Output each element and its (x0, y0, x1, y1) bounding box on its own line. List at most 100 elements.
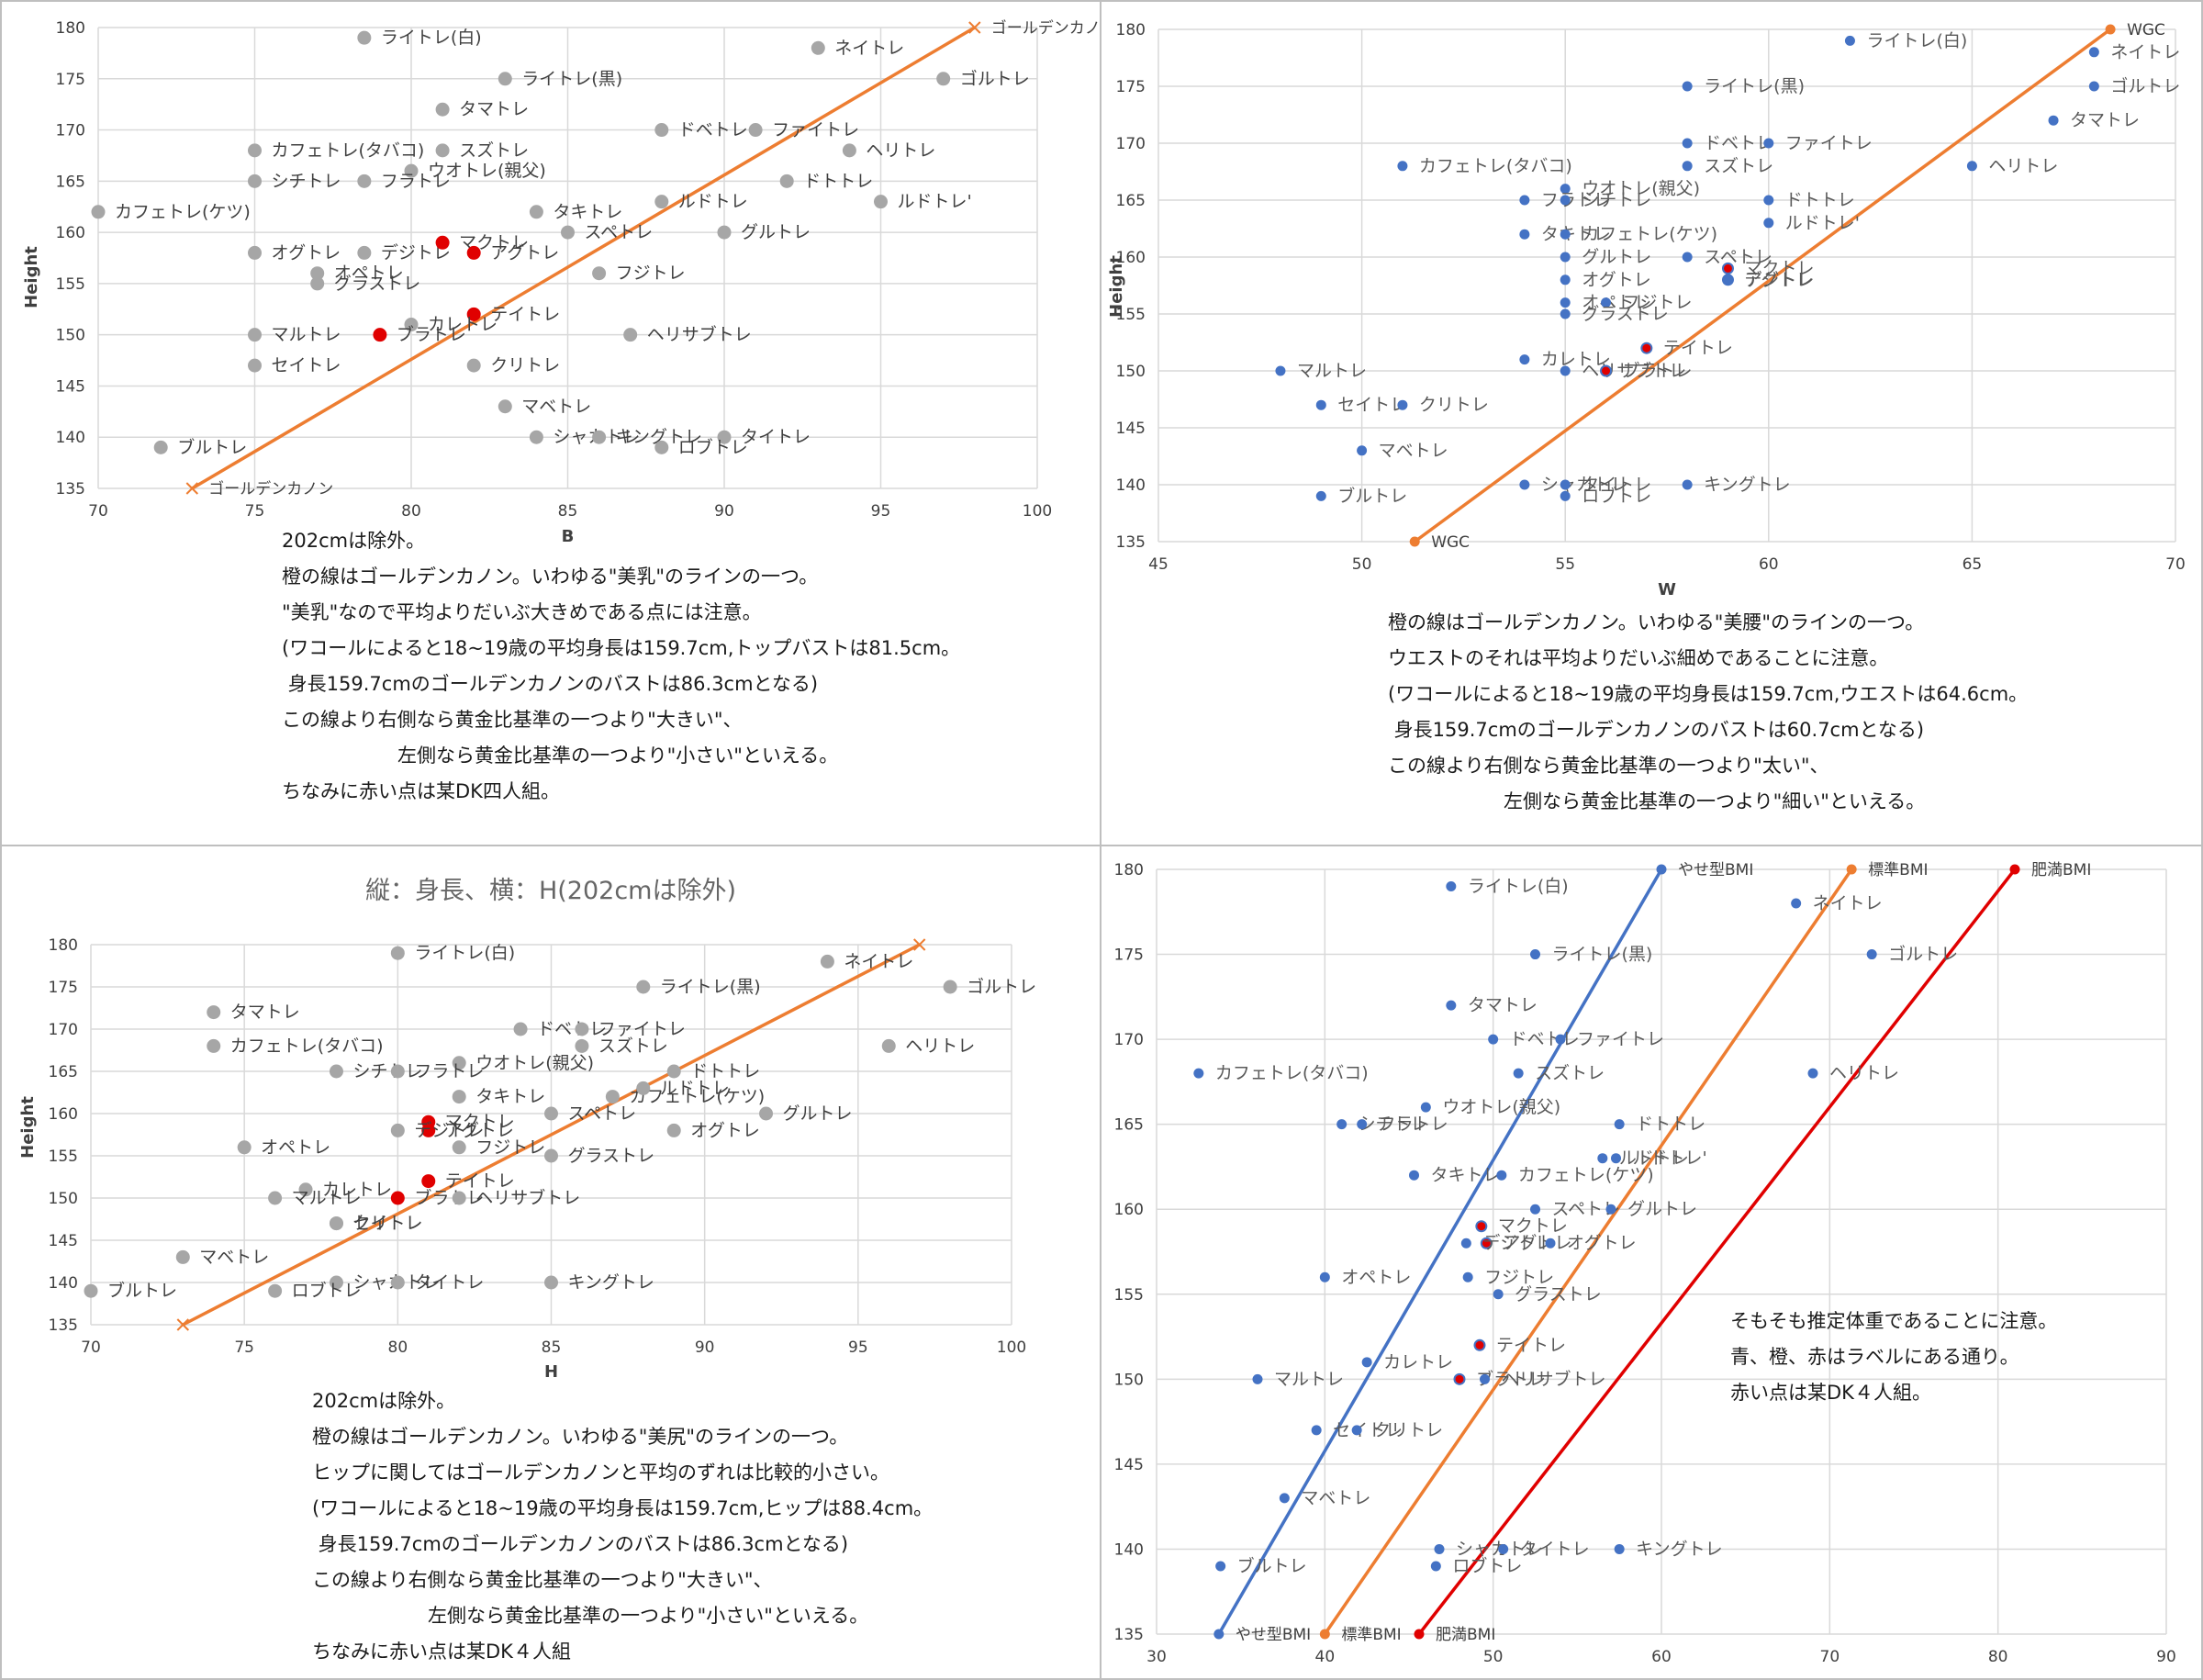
y-tick-label: 180 (1114, 861, 1144, 879)
point-label: タイトレ (414, 1272, 484, 1293)
y-tick-label: 165 (1114, 1116, 1144, 1135)
note-line: そもそも推定体重であることに注意。 (1730, 1310, 2058, 1332)
point-label: キングトレ (568, 1272, 654, 1293)
point-label: オペトレ (1582, 293, 1651, 313)
reference-line-stroke (182, 943, 921, 1327)
scatter-point (1560, 252, 1571, 263)
point-label: タイトレ (1520, 1539, 1590, 1559)
point-label: カレトレ (322, 1180, 392, 1200)
point-label: ヘリサブトレ (475, 1187, 580, 1208)
point-label: カレトレ (428, 315, 498, 335)
note-line: ちなみに赤い点は某DK四人組。 (282, 780, 560, 802)
line-end-label: やせ型BMI (1678, 861, 1753, 879)
point-label: ヘリトレ (1988, 156, 2058, 176)
note-line: (ワコールによると18~19歳の平均身長は159.7cm,ヒップは88.4cm。 (312, 1497, 934, 1519)
point-label: ゴルトレ (2110, 76, 2180, 96)
scatter-point (1866, 949, 1877, 960)
point-label: ドトトレ (1785, 190, 1855, 210)
scatter-point (1560, 479, 1571, 490)
scatter-point (529, 430, 543, 444)
bust-notes: 202cmは除外。 橙の線はゴールデンカノン。いわゆる"美乳"のラインの一つ。 "美… (282, 523, 960, 810)
point-label: テイトレ (445, 1171, 515, 1192)
point-label: タマトレ (459, 99, 529, 119)
point-label: マクトレ (1498, 1216, 1568, 1237)
scatter-point (1611, 1153, 1621, 1164)
point-label: スズトレ (598, 1036, 668, 1056)
scatter-point (357, 174, 372, 188)
y-tick-label: 170 (56, 122, 85, 140)
reference-line-0: やせ型BMI やせ型BMI (1213, 861, 1753, 1644)
y-tick-label: 145 (1114, 1456, 1144, 1474)
scatter-point (435, 235, 450, 250)
x-tick-label: 90 (2156, 1648, 2176, 1666)
y-tick-label: 175 (1116, 78, 1146, 96)
y-tick-label: 145 (49, 1232, 78, 1250)
point-label: カフェトレ(タバコ) (230, 1036, 384, 1056)
scatter-point (1215, 1561, 1226, 1572)
point-label: ウオトレ(親父) (1442, 1097, 1560, 1117)
scatter-point (357, 30, 372, 45)
point-label: スペトレ (568, 1103, 637, 1124)
x-tick-label: 80 (1988, 1648, 2008, 1666)
point-label: ドトトレ (690, 1061, 760, 1081)
scatter-point (575, 1022, 589, 1036)
point-label: キングトレ (1636, 1539, 1722, 1559)
note-line: 赤い点は某DK４人組。 (1730, 1382, 1931, 1404)
y-axis-label: Height (22, 246, 41, 308)
point-label: マルトレ (1297, 361, 1367, 381)
scatter-point (1275, 365, 1286, 376)
scatter-point (1530, 949, 1540, 960)
point-label: オペトレ (334, 263, 404, 284)
scatter-point (811, 40, 825, 55)
scatter-point (1315, 399, 1326, 410)
scatter-point (592, 266, 607, 281)
y-tick-label: 155 (1116, 306, 1146, 324)
note-line: 身長159.7cmのゴールデンカノンのバストは86.3cmとなる) (282, 673, 819, 695)
point-label: ロブトレ (1452, 1555, 1522, 1576)
line-end-label: やせ型BMI (1236, 1626, 1311, 1644)
point-label: ライトレ(白) (1866, 30, 1967, 50)
note-line: 202cmは除外。 (312, 1390, 456, 1412)
point-label: ブラトレ (397, 324, 466, 345)
data-points: ライトレ(白) ネイトレライトレ(黒) ゴルトレタマトレドベトレファイトレカフェトレ… (1275, 30, 2180, 506)
scatter-point (498, 72, 512, 86)
point-label: オグトレ (1582, 270, 1651, 290)
note-line: この線より右側なら黄金比基準の一つより"大きい"、 (312, 1569, 773, 1591)
scatter-point (1560, 308, 1571, 319)
line-end-label: ゴールデンカノン (991, 18, 1100, 38)
point-label: ゴルトレ (960, 69, 1030, 89)
scatter-point (1315, 490, 1326, 501)
scatter-point (1791, 898, 1802, 909)
point-label: セイトレ (1333, 1420, 1403, 1440)
x-tick-label: 70 (81, 1338, 101, 1357)
scatter-point (1844, 35, 1855, 46)
scatter-point (248, 328, 262, 342)
point-label: アグトレ (490, 242, 559, 263)
line-end-marker (185, 482, 199, 495)
scatter-point (207, 1038, 221, 1053)
scatter-point (1193, 1068, 1204, 1079)
point-label: ウオトレ(親父) (428, 161, 546, 181)
point-label: ファイトレ (598, 1019, 686, 1039)
note-line: 青、橙、赤はラベルにある通り。 (1730, 1346, 2019, 1368)
point-label: タキトレ (1431, 1165, 1501, 1185)
scatter-point (310, 276, 325, 291)
point-label: グルトレ (741, 222, 811, 242)
scatter-point (175, 1249, 190, 1264)
scatter-point (1498, 1543, 1509, 1554)
scatter-point (820, 954, 834, 969)
reference-line-stroke (1414, 28, 2112, 543)
scatter-point (544, 1106, 558, 1121)
scatter-point (1763, 218, 1774, 229)
y-tick-label: 150 (49, 1190, 78, 1208)
point-label: セイトレ (1337, 395, 1407, 415)
point-label: ブラトレ (1623, 360, 1693, 381)
point-label: ブラトレ (414, 1187, 484, 1208)
note-line: 橙の線はゴールデンカノン。いわゆる"美尻"のラインの一つ。 (312, 1426, 849, 1448)
scatter-point (1560, 490, 1571, 501)
scatter-point (529, 205, 543, 219)
point-label: グラストレ (1515, 1284, 1602, 1305)
line-end-label: 肥満BMI (2031, 861, 2091, 879)
point-label: アグトレ (1503, 1233, 1571, 1253)
